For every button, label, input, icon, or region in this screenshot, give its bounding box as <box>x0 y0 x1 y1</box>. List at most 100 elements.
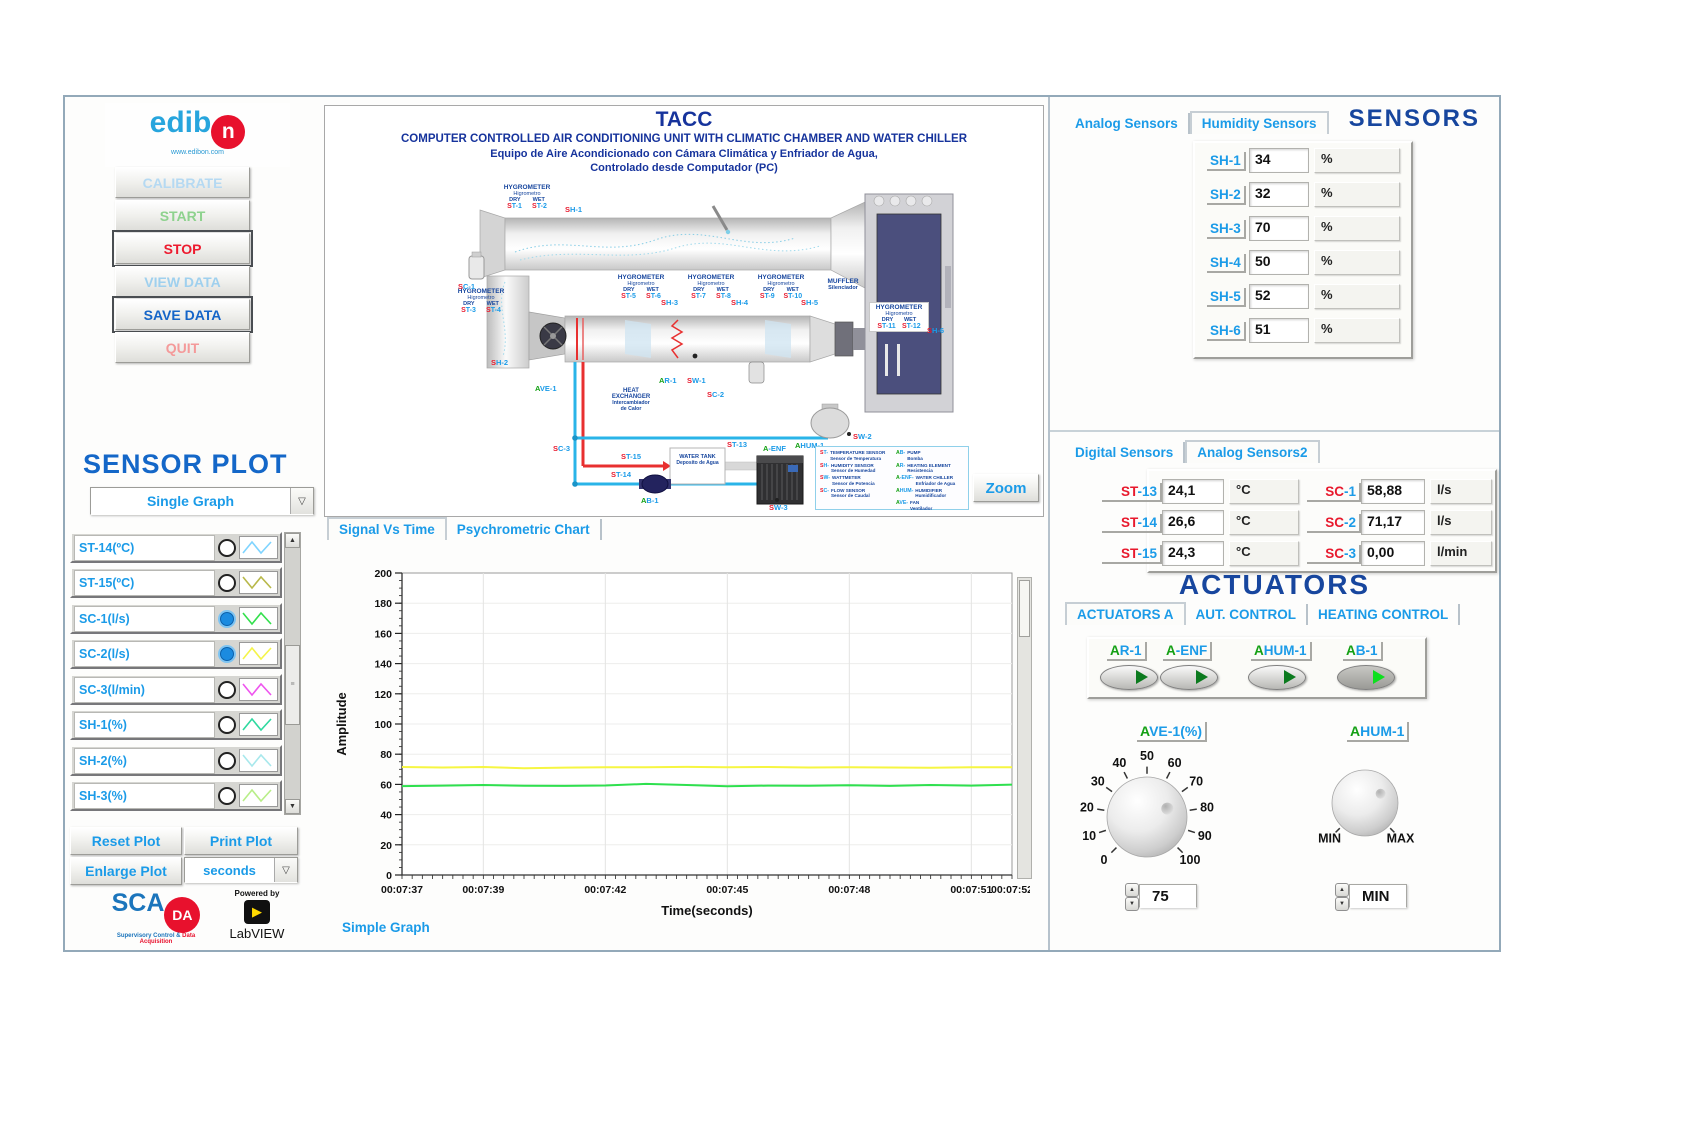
sh1-tag: SH-1 <box>565 205 583 214</box>
signal-chart: 0 20 40 60 80 100 120 140 160 180 200 00:07:37 00:07… <box>330 549 1033 926</box>
quit-button[interactable]: QUIT <box>115 332 250 363</box>
sc3-value: 0,00 <box>1361 541 1425 566</box>
sensor-plot-row[interactable]: SH-2(%) <box>70 745 282 776</box>
enlarge-plot-button[interactable]: Enlarge Plot <box>70 857 182 885</box>
svg-text:00:07:48: 00:07:48 <box>828 884 870 896</box>
sh3-value: 70 <box>1249 216 1309 241</box>
ab1-toggle[interactable] <box>1337 665 1395 690</box>
sensor-radio[interactable] <box>218 751 236 770</box>
ave1-spinner-value[interactable]: 75 <box>1139 884 1197 908</box>
zoom-button[interactable]: Zoom <box>973 474 1039 502</box>
ab1-tag: AB-1 <box>641 496 659 505</box>
sh5-value: 52 <box>1249 284 1309 309</box>
ahum1-spinner-value[interactable]: MIN <box>1349 884 1407 908</box>
st13-value: 24,1 <box>1162 479 1224 504</box>
sensor-plot-row[interactable]: SC-3(l/min) <box>70 674 282 705</box>
muffler-label: MUFFLER Silenciador <box>827 278 859 291</box>
ahum1-toggle[interactable] <box>1248 665 1306 690</box>
print-plot-button[interactable]: Print Plot <box>184 827 298 855</box>
spinner-up-icon[interactable]: ▲ <box>1125 883 1139 897</box>
tab-digital-sensors[interactable]: Digital Sensors <box>1065 442 1186 463</box>
ave1-knob-label: AVE-1(%) <box>1137 722 1207 742</box>
spinner-down-icon[interactable]: ▼ <box>1125 897 1139 911</box>
sh5-label: SH-5 <box>1207 288 1246 307</box>
ahum1-spinner[interactable]: ▲ ▼ MIN <box>1335 883 1407 911</box>
tab-actuators-a[interactable]: ACTUATORS A <box>1065 602 1186 625</box>
st14-unit: °C <box>1229 510 1299 535</box>
sensor-radio[interactable] <box>218 715 236 734</box>
sh4-value: 50 <box>1249 250 1309 275</box>
sensor-radio[interactable] <box>218 573 236 592</box>
tab-analog-sensors2[interactable]: Analog Sensors2 <box>1185 440 1320 463</box>
spinner-up-icon[interactable]: ▲ <box>1335 883 1349 897</box>
sensor-list-scrollbar[interactable]: ▲ ≡ ▼ <box>284 532 301 815</box>
ar1-tag: AR-1 <box>659 376 677 385</box>
sensor-plot-row[interactable]: ST-14(ºC) <box>70 532 282 563</box>
svg-text:0: 0 <box>1101 853 1108 867</box>
sensor-plot-label: ST-15(ºC) <box>74 569 215 596</box>
ahum1-knob[interactable]: MIN MAX <box>1297 747 1437 867</box>
sensor-plot-row[interactable]: ST-15(ºC) <box>70 567 282 598</box>
sensor-plot-row[interactable]: SH-1(%) <box>70 709 282 740</box>
scada-subtitle2: Data Acquisition <box>139 933 196 945</box>
view-data-button[interactable]: VIEW DATA <box>115 266 250 297</box>
panel-divider <box>1048 97 1050 950</box>
ave1-knob[interactable]: 0 10 20 30 40 50 60 70 80 90 100 <box>1067 742 1237 900</box>
sensor-radio[interactable] <box>218 609 236 628</box>
tab-analog-sensors[interactable]: Analog Sensors <box>1065 113 1190 134</box>
tab-signal-vs-time[interactable]: Signal Vs Time <box>327 517 447 540</box>
plot-scrollbar[interactable] <box>1017 577 1032 879</box>
sc1-unit: l/s <box>1430 479 1492 504</box>
tab-psychrometric-chart[interactable]: Psychrometric Chart <box>447 519 602 540</box>
tab-aut-control[interactable]: AUT. CONTROL <box>1186 604 1308 625</box>
dropdown-arrow-icon: ▽ <box>290 488 313 514</box>
toggle-arrow-icon <box>1284 670 1296 684</box>
sensor-radio[interactable] <box>218 538 236 557</box>
toggle-arrow-icon <box>1196 670 1208 684</box>
sensor-radio[interactable] <box>218 680 236 699</box>
st15-unit: °C <box>1229 541 1299 566</box>
labview-text: LabVIEW <box>229 926 285 941</box>
ave1-spinner[interactable]: ▲ ▼ 75 <box>1125 883 1197 911</box>
start-button[interactable]: START <box>115 200 250 231</box>
sh6-value: 51 <box>1249 318 1309 343</box>
water-tank-label: WATER TANK Deposito de Agua <box>676 454 719 466</box>
stop-button[interactable]: STOP <box>112 230 253 267</box>
diagram-subtitle-2: Equipo de Aire Acondicionado con Cámara … <box>490 148 878 160</box>
logo-url: www.edibon.com <box>171 149 224 156</box>
sc1-value-label: SC-1 <box>1307 483 1361 502</box>
sw2-tag: SW-2 <box>853 432 872 441</box>
time-unit-dropdown[interactable]: seconds ▽ <box>184 857 298 883</box>
sc2-value: 71,17 <box>1361 510 1425 535</box>
tab-humidity-sensors[interactable]: Humidity Sensors <box>1189 111 1329 134</box>
svg-text:20: 20 <box>380 840 392 852</box>
scroll-thumb[interactable]: ≡ <box>285 645 300 725</box>
diagram-subtitle-1: COMPUTER CONTROLLED AIR CONDITIONING UNI… <box>400 133 967 145</box>
sensor-plot-row[interactable]: SC-2(l/s) <box>70 638 282 669</box>
calibrate-button[interactable]: CALIBRATE <box>115 167 250 198</box>
sensor-plot-label: ST-14(ºC) <box>74 534 215 561</box>
svg-text:10: 10 <box>1082 829 1096 843</box>
aenf-toggle[interactable] <box>1160 665 1218 690</box>
sh5-unit: % <box>1314 284 1400 309</box>
scroll-up-icon[interactable]: ▲ <box>285 533 300 548</box>
plot-scroll-thumb[interactable] <box>1019 580 1030 637</box>
sensor-radio[interactable] <box>218 644 236 663</box>
powered-by-text: Powered by <box>234 889 280 898</box>
sensor-plot-label: SH-2(%) <box>74 747 215 774</box>
sensor-plot-row[interactable]: SC-1(l/s) <box>70 603 282 634</box>
aenf-toggle-label: A-ENF <box>1163 642 1213 661</box>
save-data-button[interactable]: SAVE DATA <box>112 296 253 333</box>
actuators-header: ACTUATORS <box>1178 569 1371 600</box>
sh3-tag: SH-3 <box>661 298 679 307</box>
sensor-radio[interactable] <box>218 786 236 805</box>
spinner-down-icon[interactable]: ▼ <box>1335 897 1349 911</box>
st13-unit: °C <box>1229 479 1299 504</box>
scroll-down-icon[interactable]: ▼ <box>285 799 300 814</box>
tab-heating-control[interactable]: HEATING CONTROL <box>1308 604 1461 625</box>
reset-plot-button[interactable]: Reset Plot <box>70 827 182 855</box>
ar1-toggle[interactable] <box>1100 665 1158 690</box>
svg-text:30: 30 <box>1091 774 1105 788</box>
sensor-plot-row[interactable]: SH-3(%) <box>70 780 282 811</box>
graph-mode-dropdown[interactable]: Single Graph ▽ <box>90 487 314 515</box>
